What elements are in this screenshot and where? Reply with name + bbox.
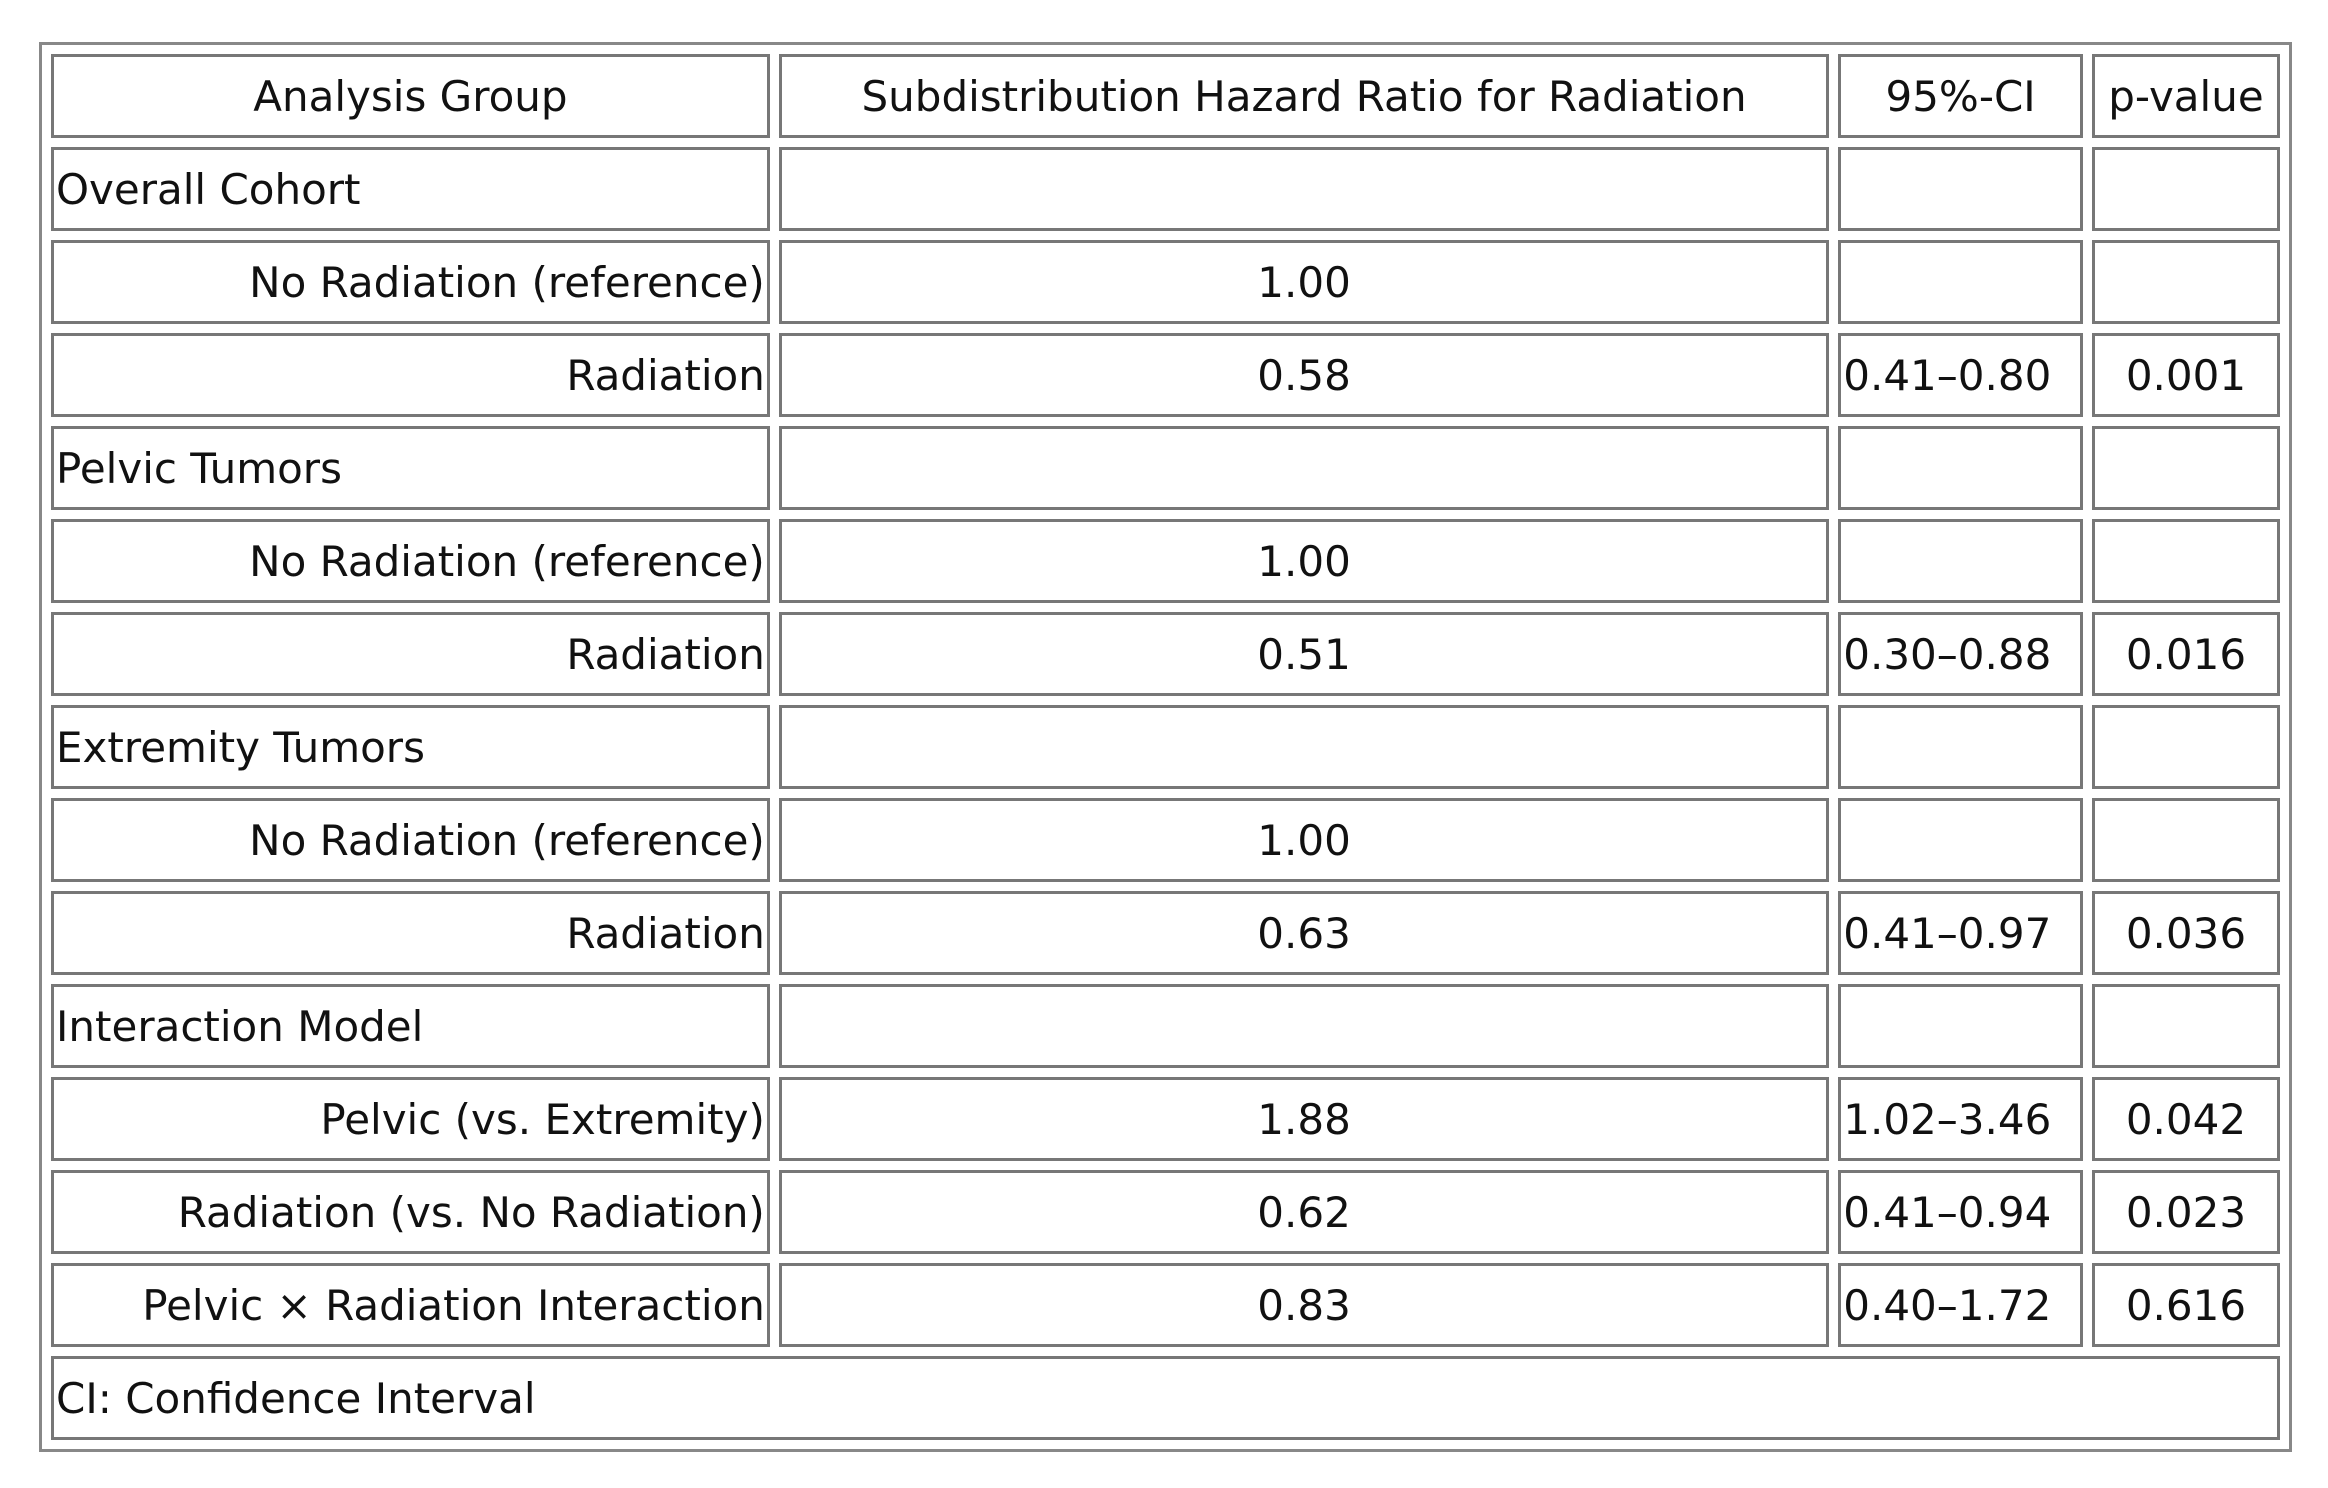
confidence-interval: 0.30–0.88 (1838, 612, 2083, 696)
data-row: Radiation 0.58 0.41–0.80 0.001 (51, 333, 2280, 417)
row-label: Pelvic × Radiation Interaction (51, 1263, 770, 1347)
footnote: CI: Confidence Interval (51, 1356, 2280, 1440)
data-row: Pelvic (vs. Extremity) 1.88 1.02–3.46 0.042 (51, 1077, 2280, 1161)
row-label: No Radiation (reference) (51, 240, 770, 324)
group-label: Pelvic Tumors (51, 426, 770, 510)
confidence-interval: 1.02–3.46 (1838, 1077, 2083, 1161)
row-label: Pelvic (vs. Extremity) (51, 1077, 770, 1161)
empty-cell (1838, 240, 2083, 324)
confidence-interval: 0.41–0.94 (1838, 1170, 2083, 1254)
data-row: Radiation 0.51 0.30–0.88 0.016 (51, 612, 2280, 696)
row-label: Radiation (51, 891, 770, 975)
row-label: No Radiation (reference) (51, 798, 770, 882)
p-value: 0.036 (2091, 891, 2280, 975)
column-header: 95%-CI (1838, 54, 2083, 138)
hazard-ratio: 1.00 (778, 240, 1830, 324)
empty-cell (778, 705, 1830, 789)
data-row: Pelvic × Radiation Interaction 0.83 0.40–1… (51, 1263, 2280, 1347)
column-header: p-value (2091, 54, 2280, 138)
empty-cell (1838, 519, 2083, 603)
column-header: Analysis Group (51, 54, 770, 138)
row-label: Radiation (51, 612, 770, 696)
confidence-interval: 0.41–0.80 (1838, 333, 2083, 417)
hazard-ratio: 0.58 (778, 333, 1830, 417)
group-label: Extremity Tumors (51, 705, 770, 789)
data-row: No Radiation (reference) 1.00 (51, 519, 2280, 603)
p-value: 0.001 (2091, 333, 2280, 417)
empty-cell (2091, 984, 2280, 1068)
empty-cell (2091, 519, 2280, 603)
empty-cell (778, 147, 1830, 231)
empty-cell (1838, 147, 2083, 231)
group-row: Pelvic Tumors (51, 426, 2280, 510)
empty-cell (2091, 798, 2280, 882)
empty-cell (1838, 426, 2083, 510)
row-label: No Radiation (reference) (51, 519, 770, 603)
hazard-ratio: 0.51 (778, 612, 1830, 696)
hazard-ratio: 1.00 (778, 519, 1830, 603)
group-label: Overall Cohort (51, 147, 770, 231)
results-table: Analysis Group Subdistribution Hazard Rat… (39, 42, 2292, 1452)
empty-cell (1838, 984, 2083, 1068)
hazard-ratio: 1.00 (778, 798, 1830, 882)
empty-cell (1838, 705, 2083, 789)
hazard-ratio: 0.83 (778, 1263, 1830, 1347)
header-row: Analysis Group Subdistribution Hazard Rat… (51, 54, 2280, 138)
data-row: Radiation (vs. No Radiation) 0.62 0.41–0.9… (51, 1170, 2280, 1254)
empty-cell (1838, 798, 2083, 882)
confidence-interval: 0.40–1.72 (1838, 1263, 2083, 1347)
data-row: No Radiation (reference) 1.00 (51, 798, 2280, 882)
row-label: Radiation (51, 333, 770, 417)
column-header: Subdistribution Hazard Ratio for Radiati… (778, 54, 1830, 138)
p-value: 0.042 (2091, 1077, 2280, 1161)
hazard-ratio: 0.62 (778, 1170, 1830, 1254)
footer-row: CI: Confidence Interval (51, 1356, 2280, 1440)
empty-cell (2091, 705, 2280, 789)
hazard-ratio: 1.88 (778, 1077, 1830, 1161)
p-value: 0.016 (2091, 612, 2280, 696)
row-label: Radiation (vs. No Radiation) (51, 1170, 770, 1254)
data-row: No Radiation (reference) 1.00 (51, 240, 2280, 324)
empty-cell (2091, 147, 2280, 231)
hazard-ratio: 0.63 (778, 891, 1830, 975)
empty-cell (2091, 426, 2280, 510)
confidence-interval: 0.41–0.97 (1838, 891, 2083, 975)
empty-cell (778, 426, 1830, 510)
p-value: 0.023 (2091, 1170, 2280, 1254)
group-row: Interaction Model (51, 984, 2280, 1068)
group-row: Overall Cohort (51, 147, 2280, 231)
data-row: Radiation 0.63 0.41–0.97 0.036 (51, 891, 2280, 975)
group-label: Interaction Model (51, 984, 770, 1068)
empty-cell (778, 984, 1830, 1068)
empty-cell (2091, 240, 2280, 324)
group-row: Extremity Tumors (51, 705, 2280, 789)
p-value: 0.616 (2091, 1263, 2280, 1347)
